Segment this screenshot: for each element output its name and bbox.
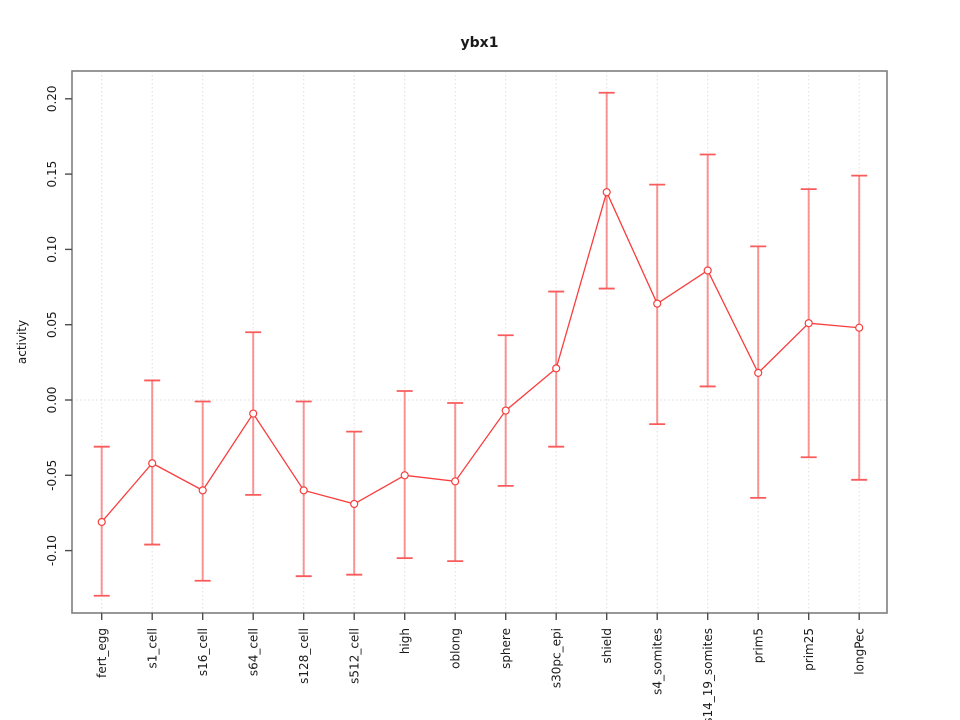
data-point xyxy=(97,517,106,527)
error-bars-layer xyxy=(93,91,868,597)
x-tick-label: prim5 xyxy=(751,628,765,663)
series-line-layer xyxy=(101,190,860,523)
data-point xyxy=(804,319,813,328)
data-point xyxy=(451,477,460,486)
y-axis-label: activity xyxy=(15,320,29,364)
data-point xyxy=(602,188,611,197)
data-point xyxy=(552,364,561,373)
y-tick-label: 0.10 xyxy=(45,236,59,263)
y-tick-label: 0.20 xyxy=(45,85,59,112)
x-tick-label: s128_cell xyxy=(297,628,311,684)
y-tick-label: 0.00 xyxy=(45,387,59,414)
data-point xyxy=(653,299,662,308)
x-tick-label: s4_somites xyxy=(650,628,664,695)
x-tick-label: oblong xyxy=(448,628,462,669)
x-tick-label: sphere xyxy=(499,628,513,669)
y-tick-label: -0.05 xyxy=(45,460,59,491)
x-tick-label: s30pc_epi xyxy=(549,628,563,688)
series-line xyxy=(101,190,860,523)
x-tick-label: prim25 xyxy=(802,628,816,671)
data-point xyxy=(501,406,510,415)
data-point xyxy=(350,499,359,509)
data-point xyxy=(703,266,712,275)
x-tick-label: high xyxy=(398,628,412,654)
data-point xyxy=(198,486,207,495)
data-points-layer xyxy=(97,188,864,527)
x-tick-label: s16_cell xyxy=(196,628,210,676)
x-tick-label: s14_19_somites xyxy=(701,628,715,720)
x-tick-label: s64_cell xyxy=(246,628,260,676)
data-point xyxy=(299,486,308,495)
data-point xyxy=(249,409,258,418)
x-axis: fert_egg s1_cell s16_cell s64_cell s128_cell… xyxy=(95,613,866,720)
y-tick-label: 0.15 xyxy=(45,161,59,188)
x-tick-label: s512_cell xyxy=(347,628,361,684)
x-tick-label: s1_cell xyxy=(145,628,159,669)
gridlines-layer xyxy=(72,71,887,613)
data-point xyxy=(754,368,763,377)
x-tick-label: longPec xyxy=(852,628,866,675)
data-point xyxy=(400,471,409,480)
x-tick-label: shield xyxy=(600,628,614,664)
y-axis: -0.10 -0.05 0.00 0.05 0.10 0.15 0.20 xyxy=(45,85,72,566)
x-tick-label: fert_egg xyxy=(95,628,109,678)
y-tick-label: 0.05 xyxy=(45,311,59,338)
plot-box xyxy=(71,70,888,614)
chart-title: ybx1 xyxy=(461,35,499,51)
y-tick-label: -0.10 xyxy=(45,535,59,566)
data-point xyxy=(855,323,864,332)
data-point xyxy=(148,459,157,468)
